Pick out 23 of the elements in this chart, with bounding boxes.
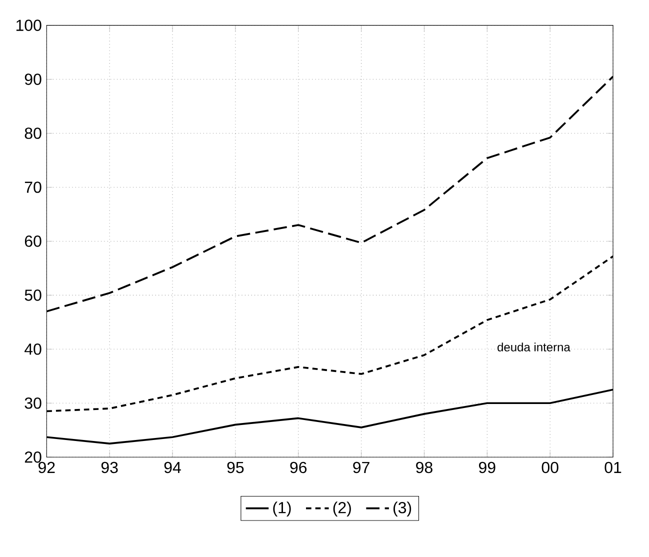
x-tick-label: 92: [38, 462, 55, 474]
legend-label: (3): [394, 502, 412, 516]
y-tick-label: 90: [24, 74, 42, 85]
x-tick-label: 95: [227, 462, 244, 474]
legend-label: (1): [273, 502, 291, 516]
y-tick-label: 70: [24, 182, 42, 193]
x-tick-label: 01: [604, 462, 622, 474]
legend-label: (2): [333, 502, 351, 516]
x-tick-label: 96: [290, 462, 307, 474]
y-tick-label: 30: [24, 397, 42, 409]
x-tick-label: 00: [542, 462, 558, 474]
y-tick-label: 60: [24, 236, 42, 247]
annotation: deuda interna: [498, 342, 570, 352]
y-tick-label: 50: [24, 290, 42, 301]
y-tick-label: 20: [24, 451, 42, 463]
x-tick-label: 97: [353, 462, 370, 474]
x-tick-label: 99: [479, 462, 496, 474]
y-tick-label: 80: [24, 128, 42, 139]
x-tick-label: 98: [416, 462, 432, 474]
x-tick-label: 94: [164, 462, 181, 474]
y-tick-label: 100: [16, 20, 42, 31]
x-tick-label: 93: [101, 462, 118, 474]
y-tick-label: 40: [24, 343, 42, 355]
